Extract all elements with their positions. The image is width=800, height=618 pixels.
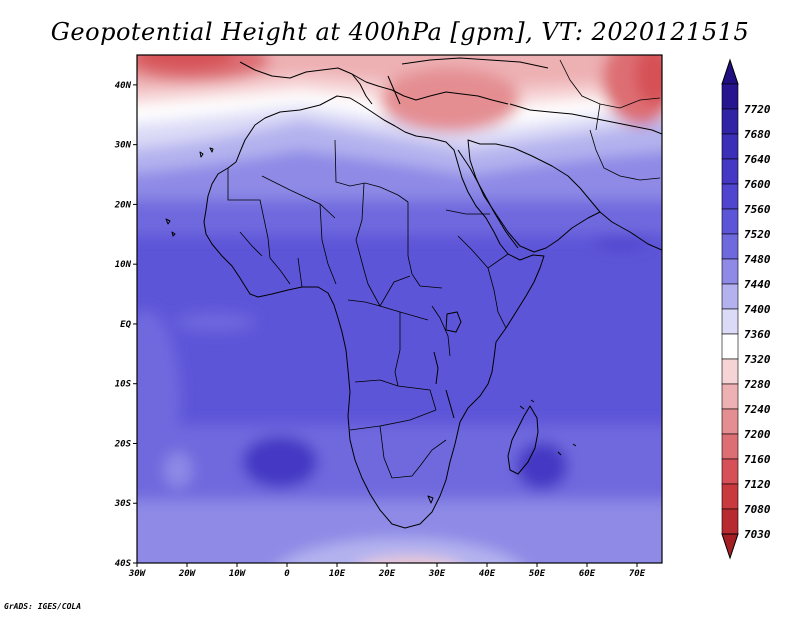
map-title: Geopotential Height at 400hPa [gpm], VT:… bbox=[50, 18, 750, 46]
colorbar-swatch bbox=[721, 458, 739, 485]
colorbar-swatch bbox=[721, 83, 739, 110]
lat-tick-label: 40S bbox=[115, 559, 132, 569]
lon-tick-label: 20E bbox=[378, 569, 396, 579]
colorbar-swatch bbox=[721, 183, 739, 210]
colorbar-label: 7440 bbox=[744, 278, 771, 291]
plot-frame bbox=[136, 54, 663, 564]
lakes bbox=[433, 311, 462, 419]
colorbar-label: 7080 bbox=[744, 503, 771, 516]
colorbar-bottom-arrow bbox=[721, 533, 739, 560]
colorbar-swatch bbox=[721, 108, 739, 135]
colorbar-label: 7720 bbox=[744, 103, 771, 116]
lat-tick-label: 40N bbox=[115, 81, 132, 91]
africa-coastline bbox=[203, 95, 545, 529]
lat-tick-label: 10S bbox=[115, 380, 132, 390]
colorbar-swatch bbox=[721, 233, 739, 260]
colorbar-swatch bbox=[721, 333, 739, 360]
colorbar-label: 7480 bbox=[744, 253, 771, 266]
lat-tick-label: 20S bbox=[114, 439, 132, 449]
colorbar-swatch bbox=[721, 433, 739, 460]
colorbar-top-arrow bbox=[721, 58, 739, 85]
madagascar-coastline bbox=[507, 405, 539, 475]
colorbar-swatch bbox=[721, 358, 739, 385]
colorbar-swatch bbox=[721, 308, 739, 335]
colorbar-label: 7640 bbox=[744, 153, 771, 166]
lat-tick-label: 30N bbox=[114, 141, 132, 151]
lon-tick-label: 10W bbox=[229, 569, 247, 579]
lat-tick-label: 10N bbox=[115, 260, 132, 270]
colorbar-swatch bbox=[721, 133, 739, 160]
colorbar-swatch bbox=[721, 208, 739, 235]
colorbar-swatch bbox=[721, 408, 739, 435]
lat-tick-label: 20N bbox=[114, 200, 132, 210]
colorbar-label: 7360 bbox=[744, 328, 771, 341]
latitude-axis: 40N 30N 20N 10N EQ 10S 20S 30S 40S bbox=[114, 81, 137, 569]
grads-credit: GrADS: IGES/COLA bbox=[4, 602, 82, 611]
lat-tick-label: 30S bbox=[114, 499, 132, 509]
lon-tick-label: 60E bbox=[579, 569, 596, 579]
colorbar-swatch bbox=[721, 483, 739, 510]
colorbar-label: 7320 bbox=[744, 353, 771, 366]
colorbar-swatch bbox=[721, 283, 739, 310]
lon-tick-label: 70E bbox=[629, 569, 646, 579]
lon-tick-label: 30E bbox=[428, 569, 446, 579]
colorbar-swatch bbox=[721, 383, 739, 410]
longitude-axis: 30W 20W 10W 0 10E 20E 30E 40E 50E 60E 70E bbox=[128, 563, 646, 579]
lon-tick-label: 50E bbox=[529, 569, 546, 579]
colorbar-label: 7520 bbox=[744, 228, 771, 241]
colorbar-label: 7680 bbox=[744, 128, 771, 141]
colorbar-swatch bbox=[721, 258, 739, 285]
lon-tick-label: 30W bbox=[128, 569, 147, 579]
colorbar: 7720 7680 7640 7600 7560 7520 7480 7440 7400 7360… bbox=[721, 58, 771, 560]
colorbar-label: 7030 bbox=[744, 528, 771, 541]
lat-tick-label: EQ bbox=[120, 320, 131, 330]
lon-tick-label: 40E bbox=[479, 569, 496, 579]
colorbar-label: 7160 bbox=[744, 453, 771, 466]
colorbar-label: 7200 bbox=[744, 428, 771, 441]
coastlines bbox=[165, 57, 662, 529]
lon-tick-label: 20W bbox=[178, 569, 197, 579]
colorbar-label: 7120 bbox=[744, 478, 771, 491]
colorbar-swatch bbox=[721, 508, 739, 535]
colorbar-label: 7400 bbox=[744, 303, 771, 316]
colorbar-label: 7280 bbox=[744, 378, 771, 391]
height-field bbox=[137, 55, 662, 563]
colorbar-label: 7240 bbox=[744, 403, 771, 416]
colorbar-label: 7560 bbox=[744, 203, 771, 216]
lon-tick-label: 10E bbox=[329, 569, 346, 579]
lon-tick-label: 0 bbox=[284, 569, 290, 579]
colorbar-swatch bbox=[721, 158, 739, 185]
colorbar-label: 7600 bbox=[744, 178, 771, 191]
country-borders bbox=[227, 59, 661, 479]
